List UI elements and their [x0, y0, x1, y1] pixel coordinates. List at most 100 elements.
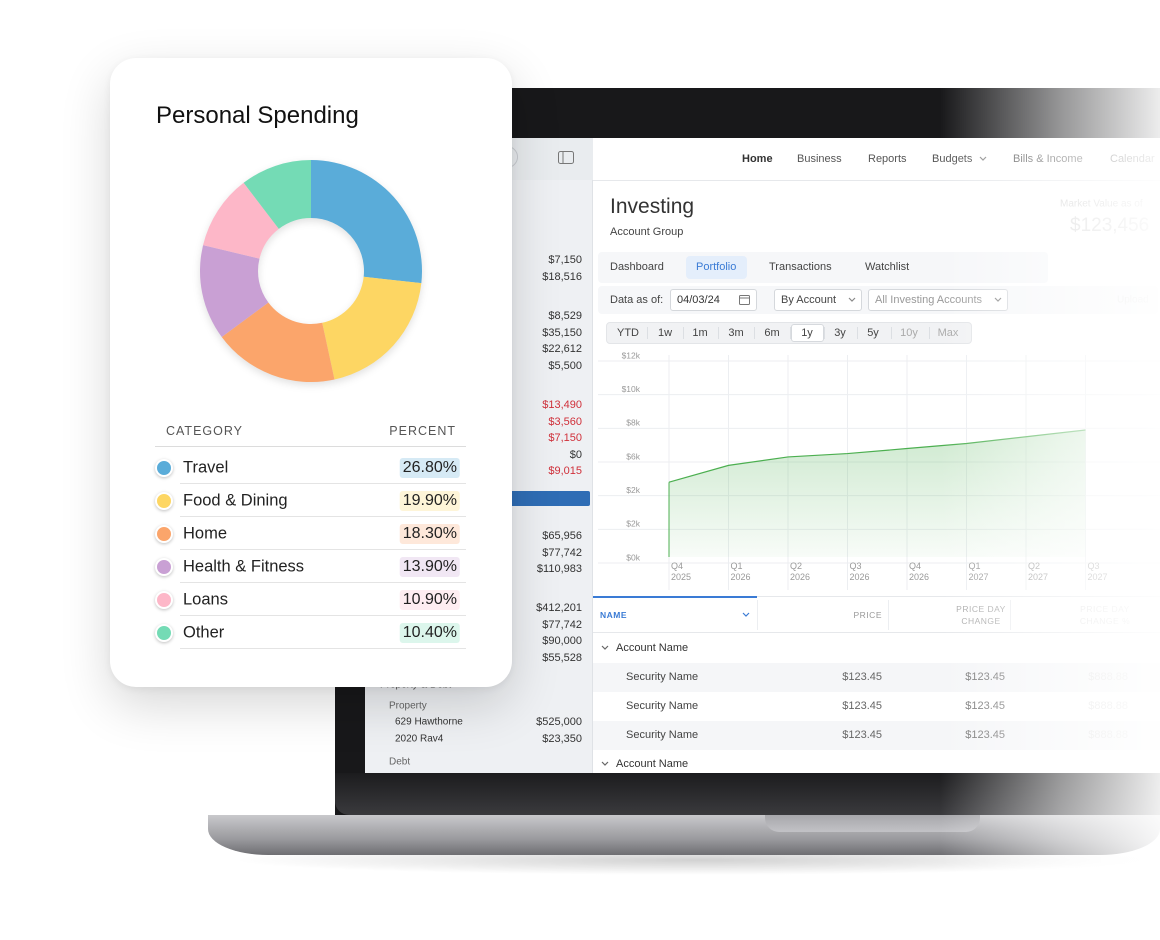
table-header-line	[155, 446, 466, 447]
donut-slice	[243, 160, 311, 229]
chevron-icon	[601, 761, 609, 766]
sidebar-amount: $13,490	[542, 399, 582, 411]
security-name[interactable]: Security Name	[626, 729, 699, 741]
sidebar-amount: $7,150	[548, 254, 582, 266]
y-tick-label: $6k	[626, 451, 640, 461]
sort-underline	[593, 596, 757, 598]
range-separator	[754, 327, 755, 339]
range-separator	[718, 327, 719, 339]
range-button[interactable]: 1m	[692, 327, 708, 339]
sidebar-amount: $9,015	[548, 465, 582, 478]
chevron-path	[601, 761, 609, 766]
legend-label: Food & Dining	[183, 491, 288, 510]
range-button[interactable]: 5y	[867, 327, 879, 339]
legend-marker	[155, 492, 173, 510]
sidebar-amount: $3,560	[548, 415, 582, 428]
sidebar-amount: $110,983	[536, 563, 582, 576]
nav-item[interactable]: Business	[797, 153, 842, 165]
calendar-icon	[739, 295, 750, 305]
x-tick-label: Q1 2026	[730, 561, 751, 582]
table-header-border	[593, 632, 1160, 633]
range-button[interactable]: 3m	[728, 327, 744, 339]
page-title: Investing	[610, 195, 695, 218]
sidebar-amount: $7,150	[548, 432, 582, 445]
table-cell: $123.45	[842, 671, 882, 683]
y-tick-label: $2k	[626, 485, 640, 495]
nav-item[interactable]: Reports	[868, 153, 907, 165]
security-name[interactable]: Security Name	[626, 700, 699, 712]
icon-frame	[739, 295, 750, 305]
tab[interactable]: Watchlist	[865, 261, 910, 273]
percent-badge: 10.40%	[399, 623, 460, 643]
column-header[interactable]: PRICE	[853, 610, 882, 620]
column-separator	[757, 600, 758, 630]
range-separator	[789, 327, 791, 339]
range-button[interactable]: YTD	[617, 327, 639, 339]
y-tick-label: $10k	[622, 384, 641, 394]
range-button[interactable]: 3y	[834, 327, 846, 339]
sidebar-amount: $77,742	[542, 546, 582, 559]
sidebar-amount: $35,150	[542, 326, 582, 339]
row-divider	[180, 483, 466, 484]
sidebar-amount: $65,956	[542, 530, 582, 542]
x-tick-label: Q3 2026	[849, 561, 870, 582]
sidebar-subheading: Property	[389, 700, 427, 712]
sidebar-amount: $525,000	[536, 716, 582, 728]
fade-overlay	[940, 80, 1160, 880]
percent-badge: 18.30%	[399, 524, 460, 544]
range-button[interactable]: 10y	[900, 327, 918, 339]
range-button[interactable]: 1y	[801, 327, 813, 339]
spending-card: Personal Spending CATEGORY PERCENT Travel 26…	[110, 58, 512, 687]
column-separator	[888, 600, 889, 630]
donut-slice	[200, 245, 269, 337]
range-separator	[856, 327, 858, 339]
nav-divider	[593, 180, 1160, 181]
account-name[interactable]: Account Name	[616, 758, 689, 770]
range-separator	[928, 327, 930, 339]
tab[interactable]: Transactions	[769, 261, 832, 273]
chevron-icon	[601, 645, 609, 650]
card-title: Personal Spending	[156, 102, 359, 129]
percent-badge: 10.90%	[399, 590, 460, 610]
page-subtitle: Account Group	[610, 226, 684, 238]
sidebar-amount: $90,000	[542, 635, 582, 648]
donut-chart	[200, 160, 422, 382]
donut-slice	[203, 182, 279, 259]
row-divider	[180, 582, 466, 583]
chevron-icon	[742, 612, 750, 617]
nav-item[interactable]: Home	[742, 153, 773, 165]
sidebar-amount: $412,201	[536, 602, 582, 614]
filter-value[interactable]: By Account	[781, 294, 837, 306]
sidebar-amount: $5,500	[548, 359, 582, 372]
sidebar-amount: $23,350	[542, 733, 582, 745]
account-name[interactable]: Account Name	[616, 642, 689, 654]
range-separator	[823, 327, 825, 339]
percent-badge: 19.90%	[399, 491, 460, 511]
x-tick-label: Q4 2025	[671, 561, 692, 582]
sidebar-item-name: 2020 Rav4	[395, 733, 444, 745]
chevron-icon	[848, 297, 856, 302]
legend-label: Loans	[183, 590, 228, 609]
legend-marker	[155, 591, 173, 609]
legend-marker	[155, 558, 173, 576]
range-button[interactable]: 1w	[657, 327, 673, 339]
sidebar-amount: $22,612	[542, 343, 582, 356]
chevron-path	[848, 297, 856, 302]
legend-label: Home	[183, 524, 228, 543]
column-header[interactable]: NAME	[600, 610, 628, 620]
date-value[interactable]: 04/03/24	[677, 294, 720, 306]
legend-marker	[155, 459, 173, 477]
table-top-border	[593, 596, 1160, 597]
tab[interactable]: Dashboard	[610, 261, 664, 273]
chevron-path	[601, 645, 609, 650]
donut-slice	[311, 160, 422, 284]
sidebar-amount: $55,528	[542, 651, 582, 664]
percent-badge: 26.80%	[399, 458, 460, 478]
security-name[interactable]: Security Name	[626, 671, 699, 683]
y-tick-label: $2k	[626, 519, 640, 529]
tab[interactable]: Portfolio	[696, 261, 737, 273]
range-separator	[682, 327, 684, 339]
legend-label: Other	[183, 623, 225, 642]
range-button[interactable]: 6m	[764, 327, 780, 339]
